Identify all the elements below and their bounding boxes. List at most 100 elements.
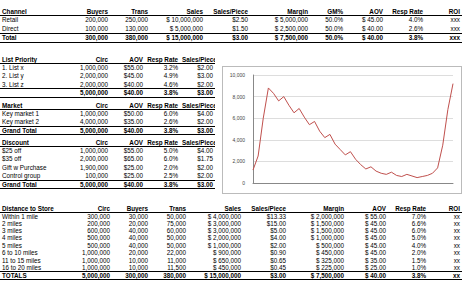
html-text:$2.50: $2.50	[232, 16, 248, 24]
html-text:Direct: Direct	[2, 24, 19, 32]
html-text:Circ: Circ	[95, 138, 108, 146]
html-text:Circ: Circ	[97, 204, 110, 212]
html-text:AOV: AOV	[129, 101, 143, 109]
html-text:Trans: Trans	[131, 7, 148, 15]
html-text:$ 5,000,000: $ 5,000,000	[169, 24, 203, 32]
html-text:$13.33: $13.33	[266, 212, 286, 220]
html-text:30,000: 30,000	[128, 212, 148, 220]
html-text:$1.50: $1.50	[232, 24, 248, 32]
html-text:ROI: ROI	[448, 7, 460, 15]
html-text:$40.00: $40.00	[123, 80, 143, 88]
html-text:50.0%: 50.0%	[325, 24, 343, 32]
html-text:5,000,000: 5,000,000	[80, 126, 108, 134]
html-text:Buyers: Buyers	[126, 204, 148, 212]
html-text:$35 off: $35 off	[2, 155, 22, 163]
html-text:Circ: Circ	[95, 55, 108, 63]
html-text:GM%: GM%	[327, 7, 343, 15]
html-text:Within 1 mile: Within 1 mile	[2, 212, 38, 220]
svg-text:10,000: 10,000	[230, 72, 246, 78]
html-text:Grand Total: Grand Total	[2, 180, 37, 188]
html-text:$ 45.00: $ 45.00	[362, 16, 383, 24]
html-text:4.0%: 4.0%	[408, 16, 423, 24]
html-text:2,000,000: 2,000,000	[80, 72, 108, 80]
html-text:300,000: 300,000	[87, 212, 110, 220]
html-text:3.8%: 3.8%	[163, 126, 178, 134]
html-text:2,000,000: 2,000,000	[80, 80, 108, 88]
html-text:$ 5,000,000: $ 5,000,000	[274, 16, 308, 24]
html-text:Margin: Margin	[323, 204, 344, 212]
html-text:Resp Rate: Resp Rate	[147, 138, 178, 146]
html-text:$ 55.00: $ 55.00	[365, 212, 386, 220]
html-text:3. List z: 3. List z	[2, 80, 24, 88]
html-text:3.8%: 3.8%	[163, 89, 178, 97]
svg-text:8,000: 8,000	[232, 94, 245, 100]
html-text:1,900,000: 1,900,000	[80, 163, 108, 171]
html-text:200,000: 200,000	[85, 16, 108, 24]
html-text:50.0%: 50.0%	[325, 16, 343, 24]
html-text:xxx: xxx	[450, 16, 460, 24]
html-text:Buyers: Buyers	[86, 7, 108, 15]
html-text:Discount: Discount	[2, 138, 29, 146]
svg-text:6,000: 6,000	[232, 115, 245, 121]
html-text:Resp Rate: Resp Rate	[147, 101, 178, 109]
html-text:Sales/Piece: Sales/Piece	[213, 7, 248, 15]
html-text:Resp Rate: Resp Rate	[147, 55, 178, 63]
html-text:Channel: Channel	[2, 7, 27, 15]
html-text:Circ: Circ	[95, 101, 108, 109]
html-text:4.6%: 4.6%	[163, 80, 178, 88]
html-text:$3.00: $3.00	[197, 180, 213, 188]
html-text:AOV: AOV	[129, 138, 143, 146]
html-text:$3.00: $3.00	[197, 72, 213, 80]
html-text:$2.00: $2.00	[197, 80, 213, 88]
html-text:$45.00: $45.00	[123, 72, 143, 80]
html-text:xxx: xxx	[450, 24, 460, 32]
html-text:Retail: Retail	[2, 16, 19, 24]
html-text:3.8%: 3.8%	[163, 180, 178, 188]
html-text:Distance to Store: Distance to Store	[2, 204, 54, 212]
html-text:2.0%: 2.0%	[163, 163, 178, 171]
html-text:$3.00: $3.00	[197, 126, 213, 134]
html-text:AOV: AOV	[129, 55, 143, 63]
svg-text:0: 0	[242, 180, 245, 186]
html-text:$2.00: $2.00	[197, 163, 213, 171]
html-text:Margin: Margin	[287, 7, 308, 15]
html-text:$3.00: $3.00	[197, 89, 213, 97]
html-text:$ 2,500,000: $ 2,500,000	[274, 24, 308, 32]
html-text:$ 4,000,000: $ 4,000,000	[207, 212, 241, 220]
html-text:5,000,000: 5,000,000	[80, 180, 108, 188]
html-text:Trans: Trans	[169, 204, 186, 212]
html-text:$40.00: $40.00	[123, 180, 143, 188]
html-text:100,000: 100,000	[85, 24, 108, 32]
html-text:$40.00: $40.00	[123, 89, 143, 97]
html-text:$ 10,000,000: $ 10,000,000	[166, 16, 203, 24]
html-text:6.0%: 6.0%	[163, 155, 178, 163]
html-text:$1.75: $1.75	[197, 155, 213, 163]
html-text:2,000,000: 2,000,000	[80, 155, 108, 163]
svg-text:2,000: 2,000	[232, 158, 245, 164]
html-text:130,000: 130,000	[125, 24, 148, 32]
html-text:$25.00: $25.00	[123, 163, 143, 171]
html-text:Sales/Piece: Sales/Piece	[251, 204, 286, 212]
html-text:Sales: Sales	[224, 204, 241, 212]
html-text:Market: Market	[2, 101, 23, 109]
html-text:Resp Rate: Resp Rate	[395, 204, 426, 212]
svg-text:4,000: 4,000	[232, 137, 245, 143]
html-text:List Priority: List Priority	[2, 55, 37, 63]
html-text:Grand Total: Grand Total	[2, 126, 37, 134]
html-text:Sales: Sales	[186, 7, 203, 15]
html-text:$40.00: $40.00	[123, 126, 143, 134]
html-text:ROI: ROI	[448, 204, 460, 212]
html-text:Gift w Purchase: Gift w Purchase	[2, 163, 47, 171]
html-text:250,000: 250,000	[125, 16, 148, 24]
html-text:50,000: 50,000	[166, 212, 186, 220]
html-text:Resp Rate: Resp Rate	[392, 7, 423, 15]
html-text:AOV: AOV	[369, 7, 383, 15]
html-text:$ 40.00: $ 40.00	[362, 24, 383, 32]
html-text:2.6%: 2.6%	[408, 24, 423, 32]
html-text:$65.00: $65.00	[123, 155, 143, 163]
html-text:AOV: AOV	[372, 204, 386, 212]
html-text:4.9%: 4.9%	[163, 72, 178, 80]
html-text:$ 2,000,000: $ 2,000,000	[310, 212, 344, 220]
html-text:5,000,000: 5,000,000	[80, 89, 108, 97]
html-text:2. List y: 2. List y	[2, 72, 24, 80]
